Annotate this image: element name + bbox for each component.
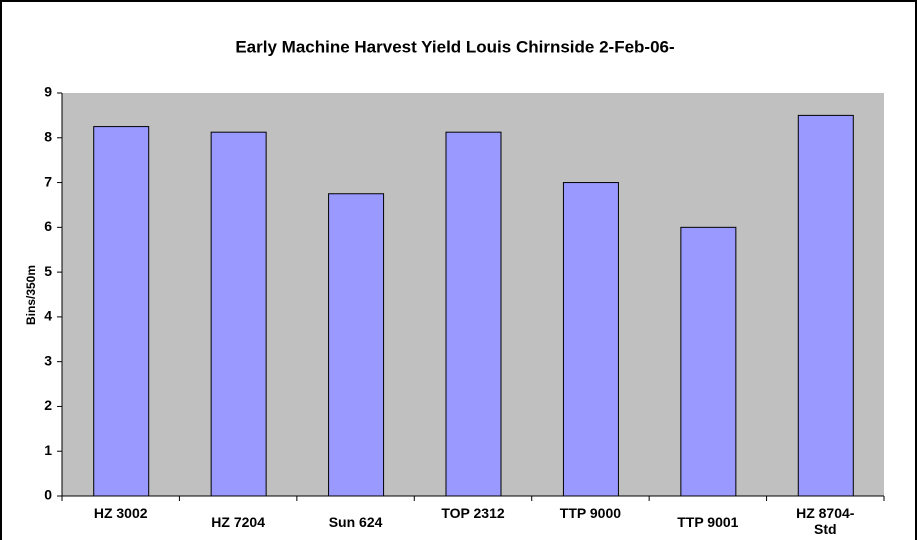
bar bbox=[210, 131, 267, 497]
bar bbox=[562, 182, 619, 497]
x-tick-label: Sun 624 bbox=[328, 514, 383, 530]
bar bbox=[797, 114, 854, 497]
bar bbox=[680, 226, 737, 497]
x-tick-label: HZ 8704-Std bbox=[796, 505, 855, 537]
y-tick-label: 1 bbox=[44, 442, 52, 458]
y-axis-label: Bins/350m bbox=[24, 265, 38, 325]
x-tick-label: TTP 9000 bbox=[559, 505, 622, 521]
y-tick-label: 0 bbox=[44, 487, 52, 503]
y-tick-label: 3 bbox=[44, 352, 52, 368]
chart-title: Early Machine Harvest Yield Louis Chirns… bbox=[235, 37, 674, 56]
y-tick-label: 5 bbox=[44, 263, 52, 279]
y-tick-label: 6 bbox=[44, 218, 52, 234]
x-tick-label: TOP 2312 bbox=[441, 505, 505, 521]
y-tick-label: 8 bbox=[44, 128, 52, 144]
y-tick-label: 9 bbox=[44, 84, 52, 100]
bar bbox=[328, 193, 385, 497]
x-tick-label: TTP 9001 bbox=[677, 514, 739, 530]
x-tick-label: HZ 7204 bbox=[211, 514, 265, 530]
y-tick-label: 2 bbox=[44, 397, 52, 413]
x-tick-label: HZ 3002 bbox=[93, 505, 148, 521]
y-tick-label: 4 bbox=[44, 308, 52, 324]
bar bbox=[93, 126, 150, 497]
bar bbox=[445, 131, 502, 497]
y-tick-label: 7 bbox=[44, 173, 52, 189]
